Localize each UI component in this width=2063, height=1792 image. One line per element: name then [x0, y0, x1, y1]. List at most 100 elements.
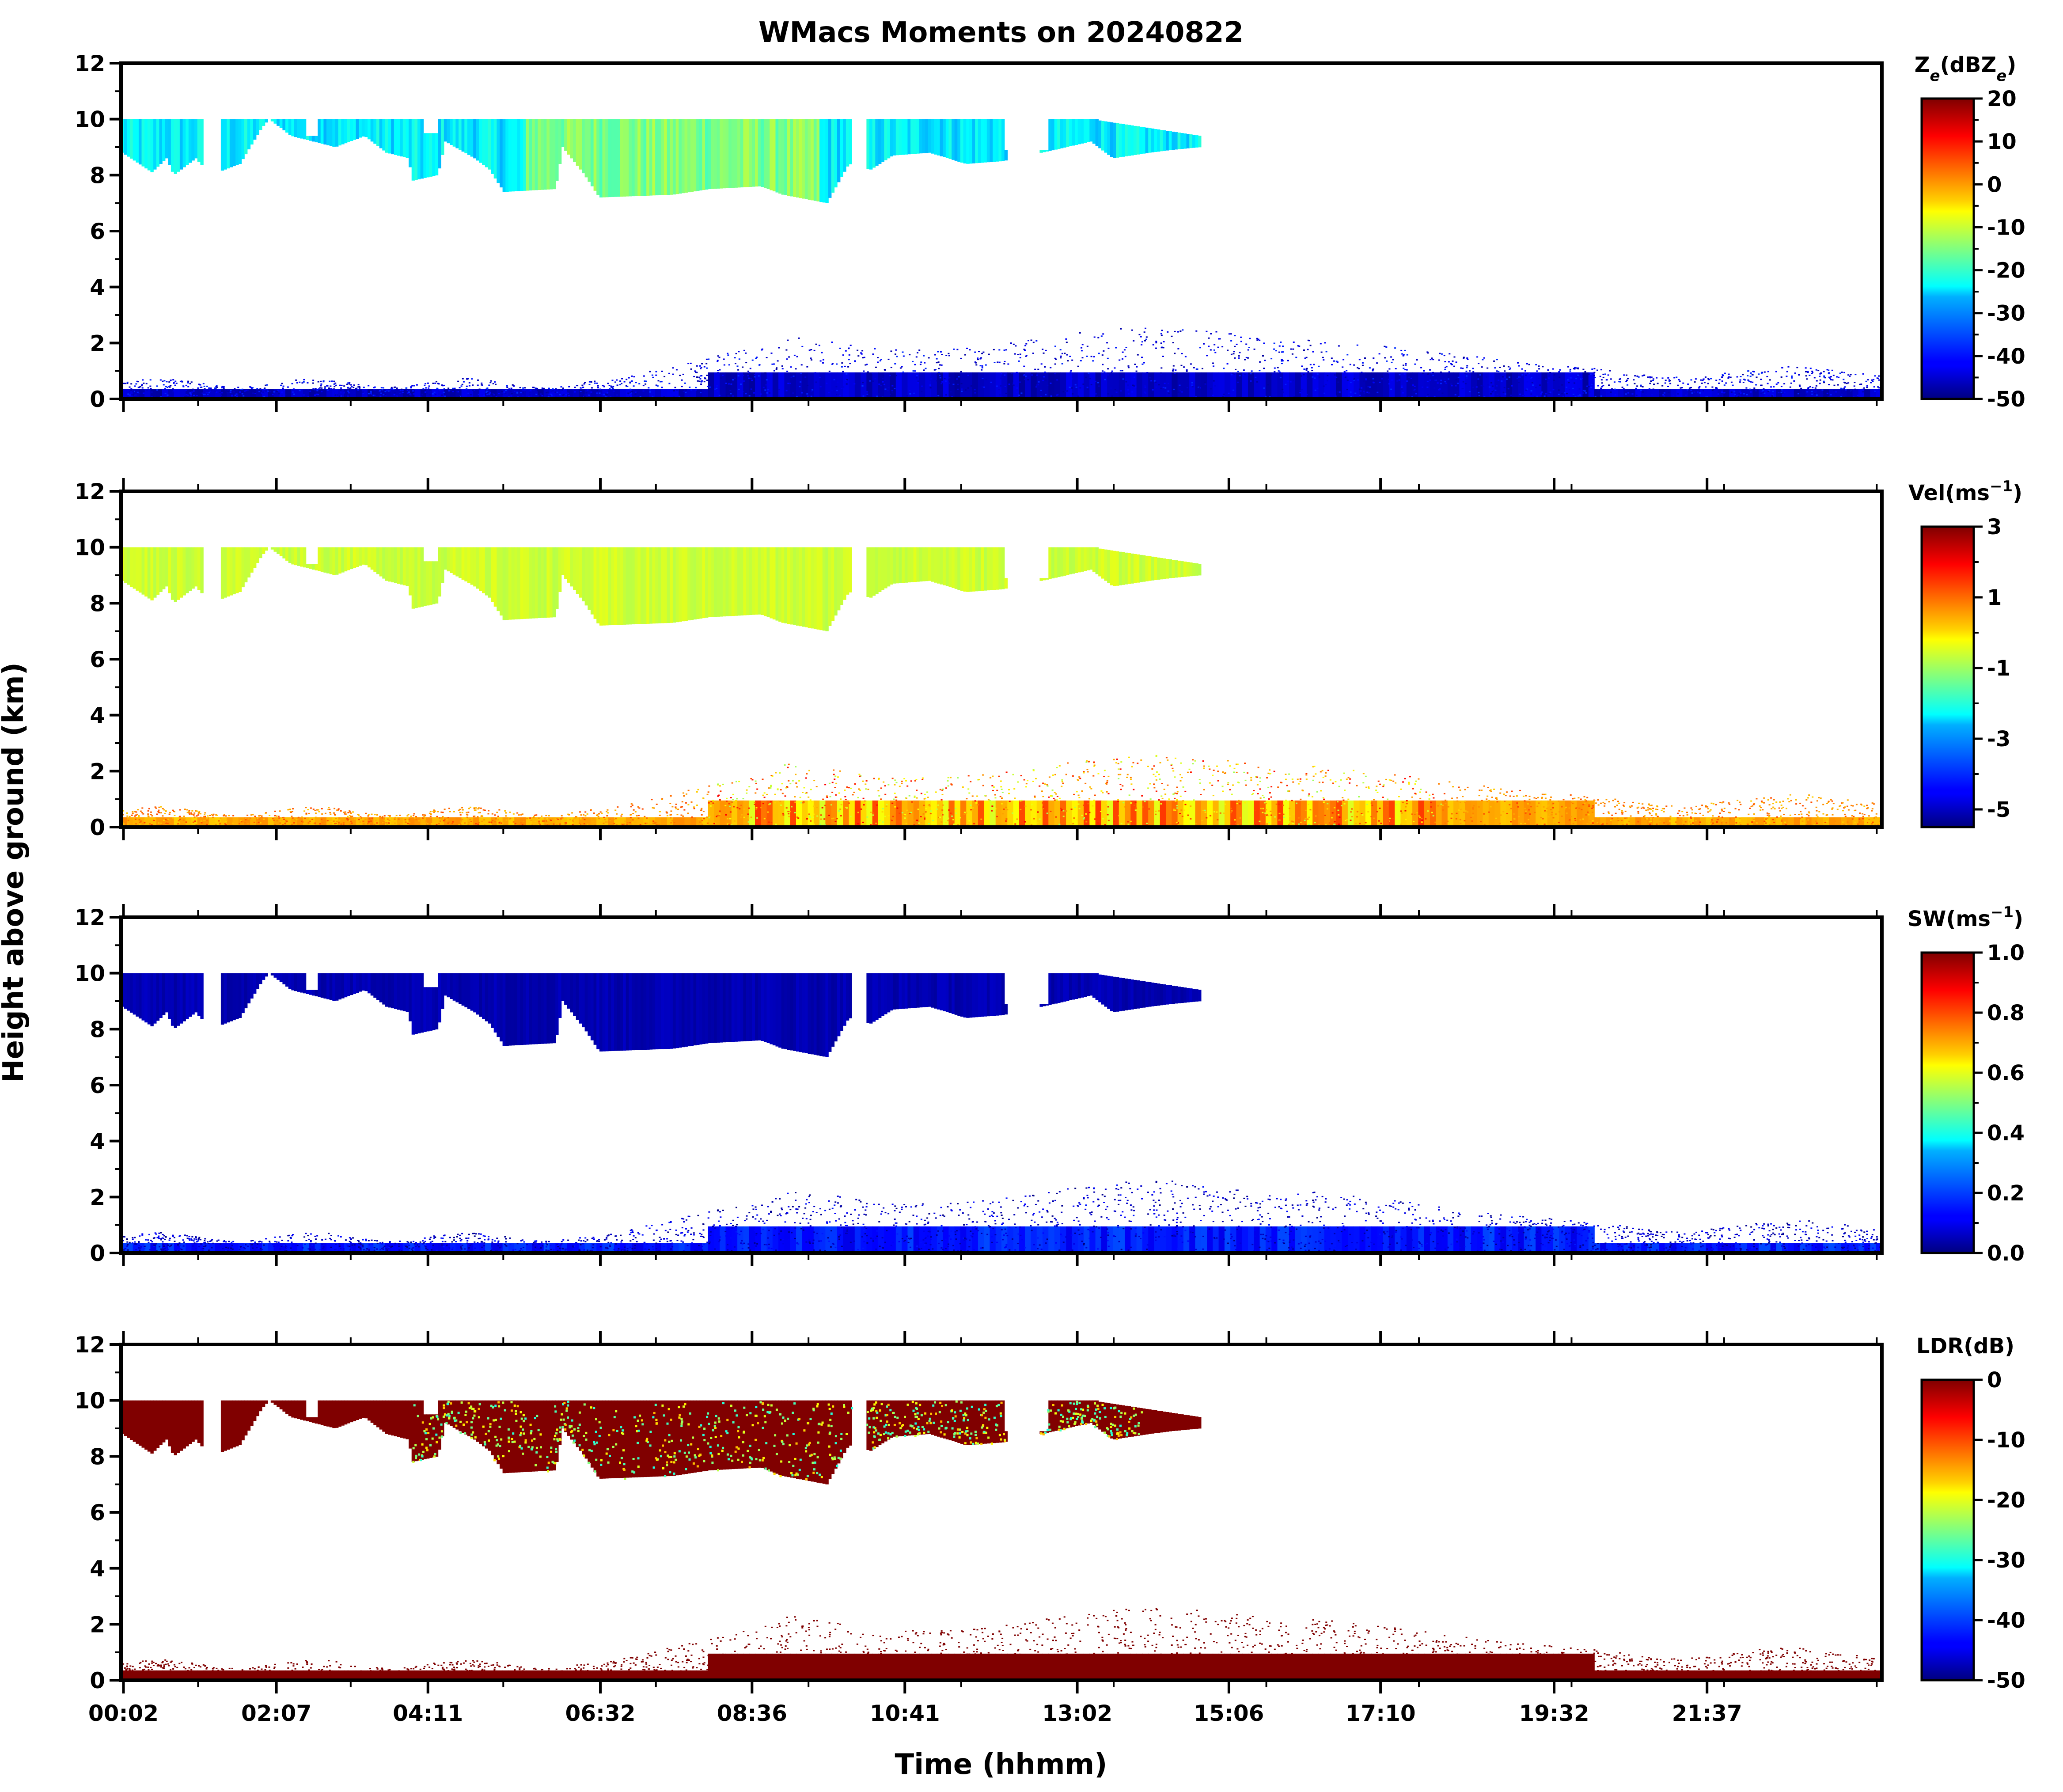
- boundary-layer-speckle: [1444, 381, 1446, 383]
- boundary-layer-speckle: [1451, 364, 1453, 365]
- cloud-cell: [1098, 548, 1102, 577]
- boundary-layer-speckle: [1406, 380, 1408, 382]
- cloud-cell: [919, 547, 923, 582]
- boundary-layer-speckle: [1204, 381, 1206, 383]
- boundary-layer-speckle: [1767, 799, 1769, 801]
- cloud-cell: [420, 547, 424, 607]
- cloud-cell: [385, 119, 389, 153]
- boundary-layer-cell: [1048, 372, 1055, 399]
- boundary-layer-speckle: [1472, 368, 1474, 369]
- boundary-layer-speckle: [1312, 766, 1314, 767]
- boundary-layer-speckle: [1338, 814, 1340, 816]
- boundary-layer-speckle: [983, 386, 985, 388]
- boundary-layer-speckle: [1426, 381, 1429, 382]
- boundary-layer-speckle: [340, 391, 342, 393]
- boundary-layer-speckle: [1544, 793, 1547, 795]
- boundary-layer-speckle: [347, 387, 349, 388]
- cloud-cell: [746, 547, 750, 615]
- boundary-layer-speckle: [939, 789, 941, 790]
- boundary-layer-speckle: [1665, 805, 1668, 807]
- boundary-layer-speckle: [1379, 783, 1381, 785]
- boundary-layer-speckle: [726, 797, 728, 799]
- boundary-layer-speckle: [1574, 382, 1576, 384]
- boundary-layer-speckle: [788, 813, 790, 815]
- boundary-layer-speckle: [1677, 384, 1679, 386]
- boundary-layer-cell: [813, 372, 820, 399]
- boundary-layer-speckle: [133, 394, 136, 396]
- cloud-cell: [711, 547, 714, 617]
- boundary-layer-speckle: [1278, 351, 1280, 353]
- boundary-layer-speckle: [438, 395, 440, 396]
- boundary-layer-speckle: [794, 796, 796, 797]
- boundary-layer-speckle: [1600, 369, 1602, 371]
- cloud-cell: [584, 547, 588, 606]
- boundary-layer-speckle: [1232, 353, 1235, 355]
- boundary-layer-speckle: [1779, 810, 1781, 812]
- boundary-layer-speckle: [1767, 395, 1770, 397]
- boundary-layer-speckle: [488, 384, 490, 386]
- cloud-cell: [177, 119, 180, 172]
- boundary-layer-speckle: [223, 386, 225, 387]
- boundary-layer-speckle: [1259, 370, 1261, 372]
- cloud-cell: [614, 119, 618, 197]
- boundary-layer-speckle: [1281, 360, 1283, 362]
- boundary-layer-speckle: [1617, 820, 1619, 821]
- boundary-layer-speckle: [1606, 379, 1608, 381]
- boundary-layer-speckle: [506, 387, 508, 388]
- boundary-layer-cell: [1741, 817, 1748, 827]
- boundary-layer-speckle: [988, 353, 990, 355]
- cloud-cell: [717, 547, 720, 617]
- boundary-layer-speckle: [1214, 344, 1216, 345]
- boundary-layer-speckle: [839, 770, 841, 772]
- boundary-layer-speckle: [263, 388, 265, 390]
- boundary-layer-cell: [596, 817, 603, 827]
- boundary-layer-speckle: [301, 382, 303, 384]
- boundary-layer-speckle: [1131, 391, 1134, 393]
- boundary-layer-speckle: [534, 814, 536, 816]
- cloud-cell: [1127, 125, 1131, 156]
- boundary-layer-speckle: [1526, 363, 1528, 364]
- boundary-layer-speckle: [485, 389, 487, 391]
- boundary-layer-speckle: [1168, 383, 1169, 384]
- boundary-layer-cell: [1395, 800, 1401, 827]
- boundary-layer-speckle: [1342, 797, 1344, 798]
- cloud-cell: [1163, 558, 1166, 579]
- boundary-layer-speckle: [1263, 368, 1265, 369]
- boundary-layer-speckle: [1336, 361, 1339, 363]
- boundary-layer-speckle: [565, 394, 567, 395]
- boundary-layer-cell: [772, 800, 779, 827]
- cloud-cell: [1107, 121, 1111, 155]
- cloud-cell: [265, 119, 268, 123]
- cloud-cell: [667, 119, 671, 195]
- boundary-layer-speckle: [1023, 779, 1025, 781]
- boundary-layer-speckle: [656, 824, 658, 825]
- boundary-layer-speckle: [1145, 336, 1148, 338]
- boundary-layer-speckle: [535, 393, 538, 395]
- boundary-layer-speckle: [173, 382, 175, 384]
- cloud-cell: [684, 547, 688, 621]
- cloud-cell: [388, 547, 391, 582]
- boundary-layer-speckle: [1806, 391, 1809, 393]
- boundary-layer-speckle: [842, 354, 844, 356]
- boundary-layer-speckle: [438, 391, 440, 393]
- cloud-cell: [931, 119, 934, 154]
- boundary-layer-speckle: [1863, 805, 1866, 807]
- boundary-layer-speckle: [611, 387, 614, 389]
- boundary-layer-cell: [1752, 389, 1759, 399]
- boundary-layer-speckle: [435, 394, 436, 395]
- cloud-cell: [1160, 130, 1164, 152]
- boundary-layer-speckle: [1381, 378, 1383, 380]
- cloud-cell: [447, 547, 450, 572]
- boundary-layer-speckle: [284, 824, 286, 826]
- boundary-layer-speckle: [938, 372, 940, 373]
- cloud-cell: [990, 547, 993, 590]
- cloud-cell: [693, 547, 697, 620]
- cloud-cell: [1054, 547, 1058, 578]
- boundary-layer-speckle: [748, 395, 751, 397]
- boundary-layer-speckle: [236, 394, 239, 396]
- cloud-cell: [872, 119, 876, 168]
- cloud-cell: [350, 547, 353, 569]
- boundary-layer-speckle: [1279, 372, 1281, 373]
- boundary-layer-speckle: [430, 391, 432, 392]
- boundary-layer-speckle: [1180, 364, 1183, 366]
